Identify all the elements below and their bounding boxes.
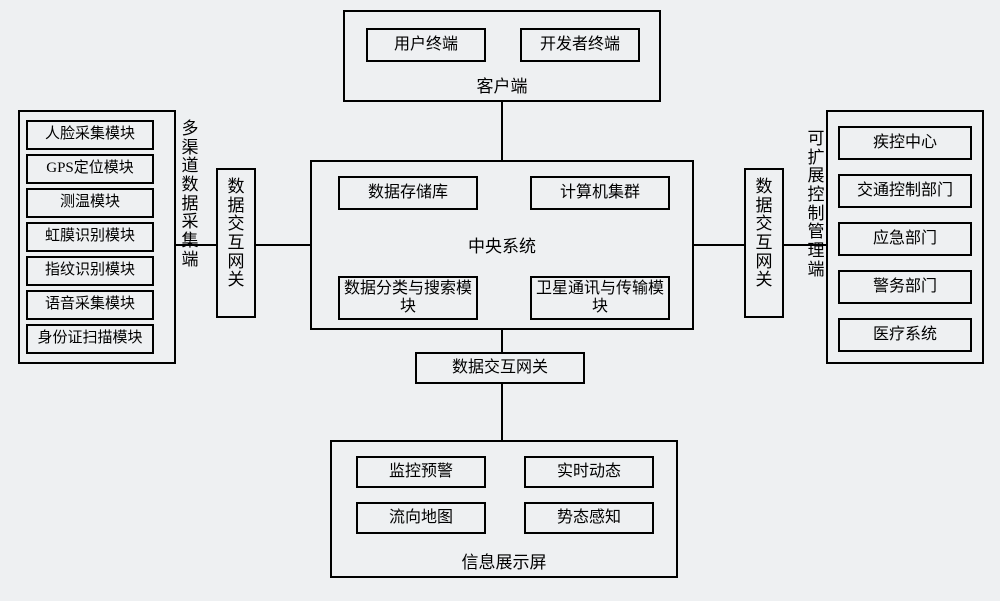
connector-line (256, 244, 310, 246)
right-panel-item: 医疗系统 (838, 318, 972, 352)
info-monitor-alert: 监控预警 (356, 456, 486, 488)
info-realtime: 实时动态 (524, 456, 654, 488)
client-item-label: 用户终端 (394, 36, 458, 54)
left-panel-item: 语音采集模块 (26, 290, 154, 320)
connector-line (176, 244, 216, 246)
connector-line (501, 384, 503, 440)
left-panel-item: 身份证扫描模块 (26, 324, 154, 354)
gateway-right-label: 数据交互网关 (754, 178, 774, 290)
right-panel-item: 疾控中心 (838, 126, 972, 160)
left-panel-item: 测温模块 (26, 188, 154, 218)
left-panel-item: GPS定位模块 (26, 154, 154, 184)
center-compute-cluster: 计算机集群 (530, 176, 670, 210)
info-flow-map: 流向地图 (356, 502, 486, 534)
left-panel-item: 指纹识别模块 (26, 256, 154, 286)
info-screen-title: 信息展示屏 (330, 548, 678, 573)
center-classify-search: 数据分类与搜索模块 (338, 276, 478, 320)
client-dev-terminal: 开发者终端 (520, 28, 640, 62)
connector-line (694, 244, 744, 246)
gateway-left-label: 数据交互网关 (226, 178, 246, 290)
center-data-store: 数据存储库 (338, 176, 478, 210)
connector-line (501, 102, 503, 160)
left-panel-item: 人脸采集模块 (26, 120, 154, 150)
right-panel-item: 交通控制部门 (838, 174, 972, 208)
client-item-label: 开发者终端 (540, 36, 620, 54)
client-user-terminal: 用户终端 (366, 28, 486, 62)
info-situation: 势态感知 (524, 502, 654, 534)
right-panel-item: 应急部门 (838, 222, 972, 256)
left-panel-item: 虹膜识别模块 (26, 222, 154, 252)
connector-line (784, 244, 826, 246)
right-panel-title: 可扩展控制管理端 (806, 130, 826, 280)
gateway-bottom-box: 数据交互网关 (415, 352, 585, 384)
center-title: 中央系统 (310, 232, 694, 257)
left-panel-title: 多渠道数据采集端 (180, 120, 200, 270)
connector-line (501, 330, 503, 352)
right-panel-item: 警务部门 (838, 270, 972, 304)
client-title: 客户端 (343, 72, 661, 97)
center-satellite-comm: 卫星通讯与传输模块 (530, 276, 670, 320)
